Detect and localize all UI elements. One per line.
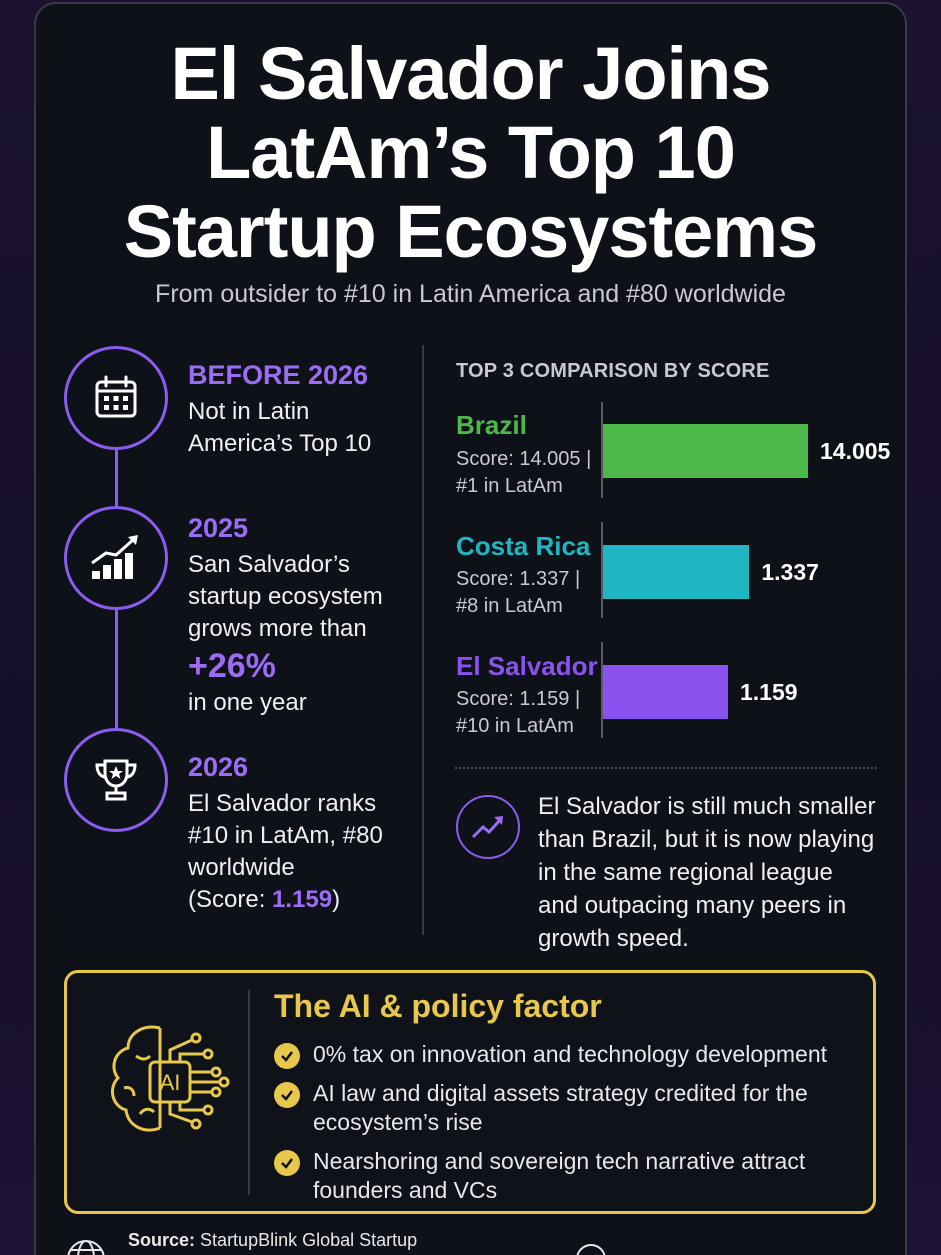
list-item: AI law and digital assets strategy credi…	[274, 1079, 864, 1137]
growth-chart-icon	[91, 535, 138, 579]
globe-icon	[67, 1240, 105, 1255]
bar-label-brazil: Brazil	[456, 410, 527, 440]
bar-value-el-salvador: 1.159	[740, 679, 798, 705]
bar-el-salvador	[603, 665, 728, 719]
timeline-before-2026: BEFORE 2026 Not in Latin America’s Top 1…	[188, 358, 413, 460]
ai-brain-icon: AI	[110, 1025, 230, 1132]
checkmark-icon	[274, 1043, 300, 1069]
calendar-icon	[95, 375, 137, 418]
timeline-node-2026	[64, 728, 168, 832]
page-title: El Salvador Joins LatAm’s Top 10 Startup…	[34, 34, 907, 271]
timeline-text-after: in one year	[188, 689, 307, 716]
bar-label-costa-rica: Costa Rica	[456, 531, 591, 561]
title-line-3: Startup Ecosystems	[123, 190, 819, 273]
chart-title: TOP 3 COMPARISON BY SCORE	[456, 360, 770, 382]
bar-detail-el-salvador: Score: 1.159 | #10 in LatAm	[456, 688, 581, 737]
bar-brazil	[603, 424, 808, 478]
score-value: 1.159	[272, 886, 333, 913]
insight-note: El Salvador is still much smaller than B…	[538, 793, 876, 952]
list-item-text: 0% tax on innovation and technology deve…	[313, 1041, 828, 1067]
bar-value-brazil: 14.005	[820, 438, 891, 464]
list-item: 0% tax on innovation and technology deve…	[274, 1040, 864, 1069]
source-line: Source: StartupBlink Global Startup	[128, 1230, 417, 1251]
bar-costa-rica	[603, 545, 750, 599]
timeline-2025: 2025 San Salvador’s startup ecosystem gr…	[188, 511, 413, 719]
bar-detail-costa-rica: Score: 1.337 | #8 in LatAm	[456, 568, 581, 617]
bar-label-el-salvador: El Salvador	[456, 651, 598, 681]
score-line: (Score: 1.159)	[188, 884, 413, 916]
timeline-2026: 2026 El Salvador ranks #10 in LatAm, #80…	[188, 750, 413, 916]
timeline-heading: 2026	[188, 752, 249, 782]
column-divider	[422, 345, 424, 935]
score-suffix: )	[332, 886, 341, 913]
ai-box-divider	[248, 990, 250, 1195]
bar-axis-costa-rica	[601, 522, 603, 618]
bar-value-costa-rica: 1.337	[761, 559, 819, 585]
trend-up-icon	[471, 816, 503, 839]
ai-policy-list: 0% tax on innovation and technology deve…	[274, 1040, 864, 1215]
source-label: Source:	[128, 1230, 196, 1250]
timeline-text: San Salvador’s startup ecosystem grows m…	[188, 551, 383, 642]
source-text: StartupBlink Global Startup	[200, 1230, 418, 1250]
growth-percentage: +26%	[188, 647, 276, 685]
score-prefix: (Score:	[188, 886, 273, 913]
ai-icon-label: AI	[160, 1070, 181, 1095]
title-line-1: El Salvador Joins	[170, 32, 772, 115]
bar-axis-brazil	[601, 402, 603, 498]
timeline-node-2025	[64, 506, 168, 610]
list-item-text: AI law and digital assets strategy credi…	[313, 1080, 808, 1135]
trend-badge	[456, 795, 520, 859]
ai-policy-title: The AI & policy factor	[274, 988, 602, 1024]
checkmark-icon	[274, 1082, 300, 1108]
bar-detail-brazil: Score: 14.005 | #1 in LatAm	[456, 448, 592, 497]
timeline-text: El Salvador ranks #10 in LatAm, #80 worl…	[188, 790, 383, 881]
title-line-2: LatAm’s Top 10	[206, 111, 736, 194]
checkmark-icon	[274, 1150, 300, 1176]
trophy-icon	[95, 759, 137, 801]
timeline-text: Not in Latin America’s Top 10	[188, 398, 372, 457]
subtitle: From outsider to #10 in Latin America an…	[155, 280, 786, 308]
bar-axis-el-salvador	[601, 642, 603, 738]
timeline-heading: 2025	[188, 513, 249, 543]
list-item-text: Nearshoring and sovereign tech narrative…	[313, 1148, 806, 1203]
timeline-node-before-2026	[64, 346, 168, 450]
dotted-divider	[455, 767, 877, 769]
timeline-heading: BEFORE 2026	[188, 360, 369, 390]
list-item: Nearshoring and sovereign tech narrative…	[274, 1147, 864, 1205]
